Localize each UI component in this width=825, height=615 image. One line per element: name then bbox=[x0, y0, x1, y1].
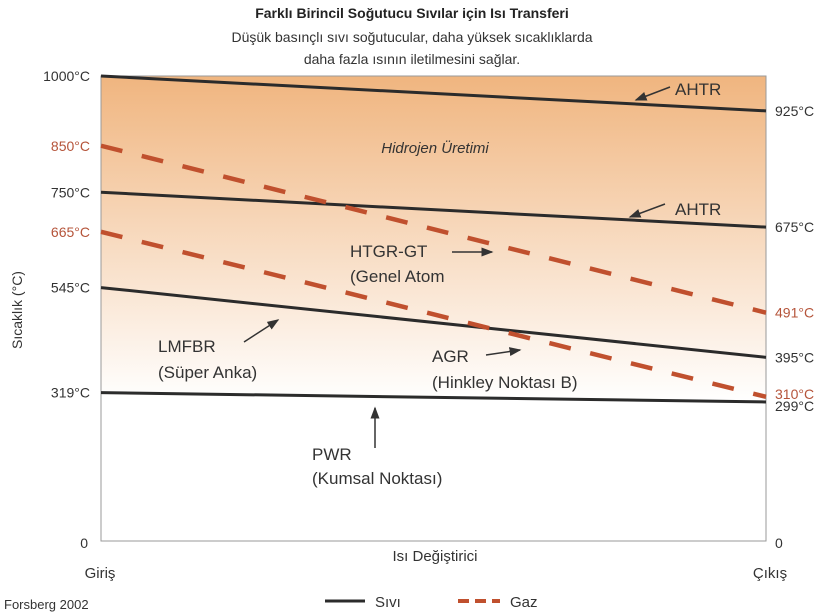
series-sublabel: (Kumsal Noktası) bbox=[312, 469, 442, 488]
arrow-icon bbox=[634, 86, 671, 101]
series-label: AHTR bbox=[675, 80, 721, 99]
series-sublabel: (Süper Anka) bbox=[158, 363, 257, 382]
y-axis-label: Sıcaklık (°C) bbox=[9, 271, 25, 349]
series-sublabel: (Hinkley Noktası B) bbox=[432, 373, 577, 392]
chart-title: Farklı Birincil Soğutucu Sıvılar için Is… bbox=[255, 5, 569, 21]
plot-area bbox=[100, 75, 767, 542]
series-sublabel: (Genel Atom bbox=[350, 267, 445, 286]
arrow-icon bbox=[485, 347, 522, 356]
series-line-ahtr bbox=[100, 190, 767, 229]
chart-subtitle: daha fazla ısının iletilmesini sağlar. bbox=[304, 51, 520, 67]
series-label: PWR bbox=[312, 445, 352, 464]
arrow-icon bbox=[628, 203, 666, 218]
legend-liquid-label: Sıvı bbox=[375, 594, 401, 611]
y-tick-left: 665°C bbox=[51, 224, 90, 240]
series-line-htgr-gt bbox=[100, 143, 767, 315]
y-tick-right: 0 bbox=[775, 535, 783, 551]
y-tick-left: 545°C bbox=[51, 280, 90, 296]
y-tick-right: 675°C bbox=[775, 219, 814, 235]
y-tick-left: 850°C bbox=[51, 138, 90, 154]
x-axis-label: Isı Değiştirici bbox=[392, 548, 477, 565]
source-note: Forsberg 2002 bbox=[4, 597, 89, 612]
series-line-pwr bbox=[100, 391, 767, 404]
y-tick-left: 750°C bbox=[51, 184, 90, 200]
arrow-icon bbox=[243, 319, 280, 343]
y-tick-right: 491°C bbox=[775, 305, 814, 321]
series-label: AGR bbox=[432, 347, 469, 366]
y-tick-right: 395°C bbox=[775, 349, 814, 365]
y-tick-right: 299°C bbox=[775, 398, 814, 414]
series-line-lmfbr bbox=[100, 286, 767, 359]
chart-subtitle: Düşük basınçlı sıvı soğutucular, daha yü… bbox=[231, 29, 592, 45]
series-label: HTGR-GT bbox=[350, 242, 427, 261]
y-tick-right: 925°C bbox=[775, 103, 814, 119]
x-tick-inlet: Giriş bbox=[85, 565, 116, 582]
x-tick-outlet: Çıkış bbox=[753, 565, 787, 582]
y-tick-left: 1000°C bbox=[43, 68, 90, 84]
y-tick-left: 0 bbox=[80, 535, 88, 551]
y-tick-right: 310°C bbox=[775, 386, 814, 402]
region-label: Hidrojen Üretimi bbox=[381, 139, 489, 157]
series-label: AHTR bbox=[675, 200, 721, 219]
series-label: LMFBR bbox=[158, 337, 216, 356]
series-line-agr bbox=[100, 229, 767, 400]
legend-gas-label: Gaz bbox=[510, 594, 538, 611]
series-line-ahtr bbox=[100, 74, 767, 113]
y-tick-left: 319°C bbox=[51, 385, 90, 401]
